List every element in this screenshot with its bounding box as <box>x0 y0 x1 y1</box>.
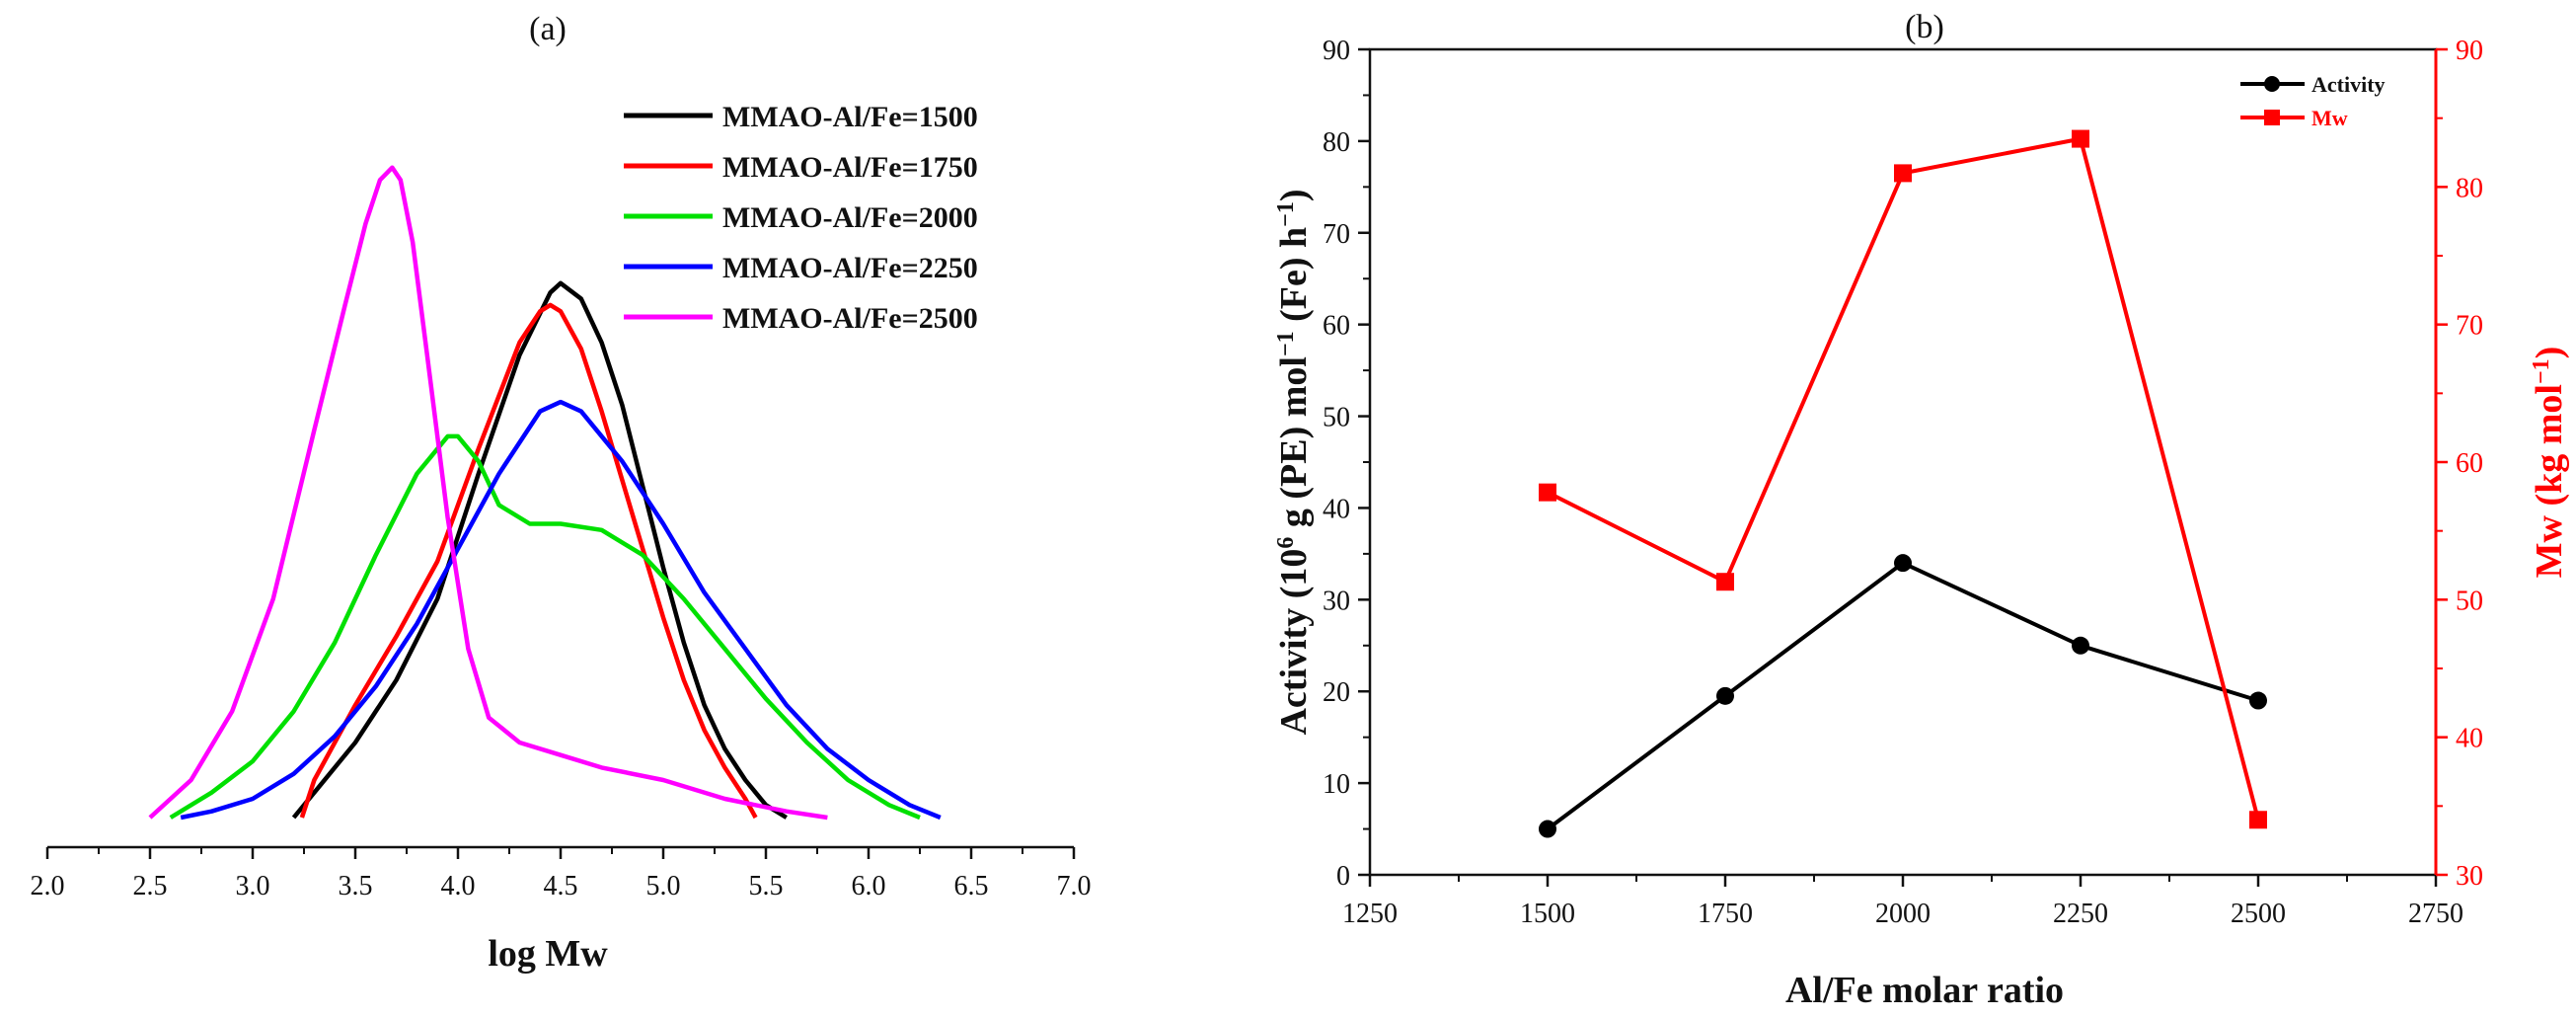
panel-a-legend-label: MMAO-Al/Fe=1500 <box>722 101 978 133</box>
panel-b-left-ticks: 0 10 20 30 40 50 60 70 80 90 <box>1323 36 1370 892</box>
panel-b-point-activity <box>1716 686 1734 705</box>
panel-b-point-activity <box>2072 636 2089 655</box>
panel-b-legend-marker <box>2264 76 2280 92</box>
panel-b-x-tick-label: 2000 <box>1875 899 1931 929</box>
panel-a-x-tick-label: 2.0 <box>31 871 65 901</box>
panel-b-left-tick-label: 20 <box>1323 677 1350 708</box>
panel-b-series-line <box>1547 136 2260 821</box>
panel-b-point-mw <box>1716 573 1734 591</box>
panel-b-right-tick-label: 30 <box>2456 861 2483 892</box>
panel-b-x-ticks: 1250 1500 1750 2000 2250 2500 2750 <box>1342 875 2463 929</box>
panel-a-series-line <box>291 280 788 820</box>
panel-b: (b) 1250 1500 1750 2000 2250 2500 2750 0 10 20 30… <box>1273 9 2570 1011</box>
panel-b-point-mw <box>1894 164 1912 183</box>
panel-b-right-tick-label: 70 <box>2456 311 2483 342</box>
panel-a-x-tick-label: 7.0 <box>1057 871 1092 901</box>
panel-b-x-tick-label: 1250 <box>1342 899 1398 929</box>
panel-b-left-tick-label: 60 <box>1323 311 1350 342</box>
panel-b-legend-label: Activity <box>2311 72 2386 97</box>
panel-a-x-tick-label: 4.5 <box>544 871 578 901</box>
panel-a-x-tick-label: 3.0 <box>236 871 270 901</box>
panel-b-series <box>1539 129 2267 838</box>
panel-b-point-mw <box>2072 129 2089 148</box>
panel-a-x-ticks: 2.0 2.5 3.0 3.5 4.0 4.5 5.0 5.5 6.0 6.5 7.0 <box>31 847 1092 901</box>
panel-b-left-tick-label: 0 <box>1336 861 1350 892</box>
panel-b-left-tick-label: 40 <box>1323 494 1350 524</box>
panel-b-x-tick-label: 2500 <box>2231 899 2286 929</box>
panel-a-series-line <box>169 433 921 821</box>
panel-b-left-tick-label: 30 <box>1323 586 1350 616</box>
panel-a-legend-label: MMAO-Al/Fe=2250 <box>722 252 978 284</box>
panel-b-x-tick-label: 2250 <box>2053 899 2108 929</box>
panel-b-left-tick-label: 90 <box>1323 36 1350 66</box>
panel-a-x-tick-label: 5.5 <box>749 871 784 901</box>
panel-a-x-tick-label: 6.0 <box>852 871 886 901</box>
panel-a-legend: MMAO-Al/Fe=1500 MMAO-Al/Fe=1750 MMAO-Al/Fe… <box>624 101 978 335</box>
panel-b-right-tick-label: 60 <box>2456 448 2483 479</box>
panel-b-x-title: Al/Fe molar ratio <box>1785 970 2064 1011</box>
panel-a-x-title: log Mw <box>488 933 608 975</box>
panel-a-legend-label: MMAO-Al/Fe=2000 <box>722 201 978 234</box>
panel-b-x-tick-label: 1750 <box>1698 899 1753 929</box>
panel-a-series-line <box>148 165 828 821</box>
panel-a-x-tick-label: 4.0 <box>441 871 476 901</box>
panel-b-left-y-title: Activity (106 g (PE) mol−1 (Fe) h−1) <box>1273 189 1315 735</box>
panel-a-series-line <box>299 302 758 820</box>
panel-b-point-mw <box>1539 483 1556 502</box>
panel-b-left-tick-label: 10 <box>1323 769 1350 800</box>
panel-b-legend-marker <box>2264 110 2280 125</box>
panel-b-left-tick-label: 70 <box>1323 219 1350 250</box>
panel-a-label: (a) <box>529 11 567 47</box>
panel-b-right-y-title: Mw (kg mol−1) <box>2529 347 2570 579</box>
panel-a-x-tick-label: 3.5 <box>339 871 373 901</box>
panel-b-point-activity <box>2249 691 2267 710</box>
panel-b-x-tick-label: 1500 <box>1520 899 1575 929</box>
panel-b-point-mw <box>2249 811 2267 829</box>
panel-b-left-tick-label: 50 <box>1323 403 1350 433</box>
panel-b-label: (b) <box>1905 9 1944 45</box>
panel-b-legend: Activity Mw <box>2240 72 2386 130</box>
panel-b-point-activity <box>1539 820 1556 838</box>
panel-b-x-tick-label: 2750 <box>2408 899 2463 929</box>
panel-a-x-tick-label: 5.0 <box>646 871 681 901</box>
panel-a: (a) 2.0 2.5 3.0 3.5 4.0 4.5 5.0 5.5 6.0 6.5 7.0 lo… <box>31 11 1092 975</box>
panel-a-x-tick-label: 6.5 <box>954 871 989 901</box>
panel-b-right-tick-label: 40 <box>2456 724 2483 754</box>
panel-b-left-tick-label: 80 <box>1323 127 1350 158</box>
panel-b-legend-label: Mw <box>2311 106 2348 130</box>
panel-a-series-line <box>180 399 942 821</box>
panel-b-right-ticks: 30 40 50 60 70 80 90 <box>2436 36 2483 892</box>
panel-b-point-activity <box>1894 554 1912 573</box>
panel-a-legend-label: MMAO-Al/Fe=2500 <box>722 302 978 335</box>
panel-a-curves <box>148 165 942 821</box>
panel-b-right-tick-label: 50 <box>2456 586 2483 616</box>
panel-b-right-tick-label: 90 <box>2456 36 2483 66</box>
panel-b-right-tick-label: 80 <box>2456 173 2483 203</box>
panel-a-legend-label: MMAO-Al/Fe=1750 <box>722 151 978 184</box>
panel-b-series-line <box>1546 561 2259 831</box>
panel-a-x-tick-label: 2.5 <box>133 871 168 901</box>
